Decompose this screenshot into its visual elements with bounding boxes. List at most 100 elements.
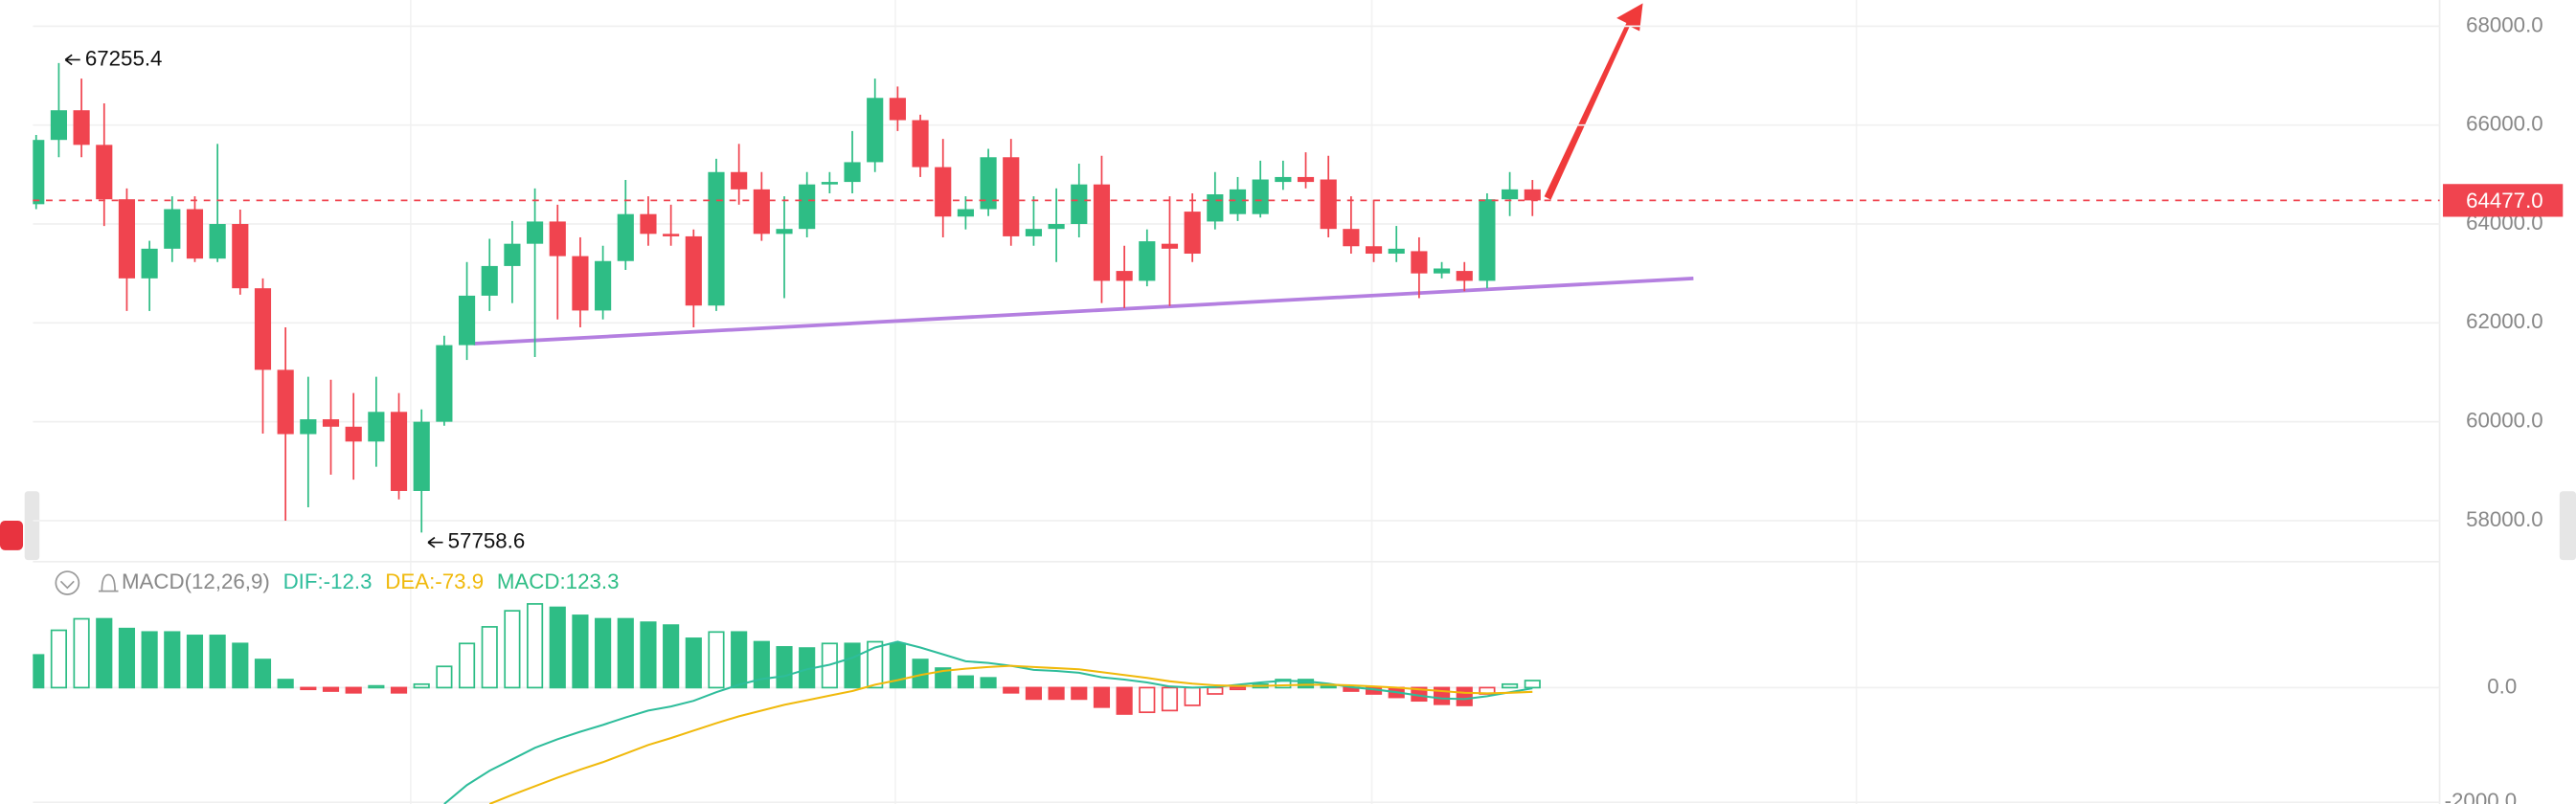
candle-body (980, 157, 997, 210)
last-price-box (2443, 184, 2564, 217)
candle-body (413, 421, 430, 491)
candle-body (300, 419, 317, 435)
side-tag[interactable] (0, 521, 24, 550)
macd-legend: MACD:123.3 (497, 570, 620, 593)
candle-body (572, 256, 589, 311)
candle-body (1502, 189, 1519, 200)
collapse-handle[interactable] (24, 491, 40, 561)
y-tick-label: -2000.0 (2445, 789, 2518, 804)
candle-body (1093, 184, 1111, 281)
macd-title: MACD(12,26,9) (122, 570, 270, 593)
macd-bar (549, 606, 566, 689)
macd-bar (663, 624, 680, 689)
macd-bar (1025, 686, 1043, 701)
macd-bar (867, 640, 884, 689)
candle-body (708, 171, 725, 306)
candle-body (33, 140, 45, 205)
macd-bar (1207, 686, 1224, 695)
candle-body (844, 162, 861, 183)
candle-body (1388, 248, 1405, 255)
macd-legend: DIF:-12.3 (283, 570, 373, 593)
candle-body (527, 221, 544, 244)
candle-body (141, 248, 158, 279)
macd-bar (640, 621, 657, 689)
macd-bar (685, 637, 702, 689)
y-tick-label: 0.0 (2487, 674, 2517, 698)
macd-bar (776, 646, 793, 689)
candle-body (436, 345, 453, 422)
candle-body (549, 221, 566, 257)
candle-body (254, 288, 272, 370)
candle-body (1252, 179, 1269, 214)
macd-bar (1524, 680, 1541, 689)
macd-bar (322, 686, 340, 692)
macd-bar (617, 617, 634, 689)
macd-bar (708, 631, 725, 689)
macd-bar (1275, 679, 1292, 689)
collapse-handle[interactable] (2559, 491, 2576, 561)
collapse-icon[interactable] (55, 570, 80, 595)
macd-bar (957, 675, 974, 689)
macd-bar (254, 659, 272, 689)
candle-body (617, 213, 634, 261)
candle-body (753, 189, 770, 234)
macd-bar (504, 610, 521, 689)
macd-bar (731, 631, 748, 689)
candle-body (731, 171, 748, 190)
candle-body (663, 234, 680, 236)
macd-bar (1297, 679, 1315, 689)
candle-body (1229, 189, 1247, 214)
macd-bar (753, 640, 770, 689)
candle-body (889, 98, 906, 121)
macd-line (488, 664, 1533, 804)
main-pane (33, 25, 2440, 533)
candle-body (935, 167, 952, 217)
macd-bar (232, 642, 249, 689)
candle-body (458, 295, 476, 346)
macd-bar (1116, 686, 1133, 715)
alert-icon[interactable] (98, 573, 119, 592)
candle-body (595, 260, 612, 311)
trend-arrow (1544, 3, 1643, 200)
candle-body (957, 209, 974, 217)
collapse-icon (59, 580, 75, 590)
macd-bar (889, 642, 906, 689)
annotation-arrow (427, 536, 443, 548)
candle-body (1433, 268, 1451, 274)
candle-body (685, 235, 702, 306)
candle-body (1297, 176, 1315, 183)
candle-body (776, 229, 793, 234)
y-tick-label: 62000.0 (2466, 309, 2543, 333)
macd-bar (1320, 684, 1337, 689)
macd-bar (458, 642, 476, 689)
macd-bar (1184, 686, 1201, 706)
macd-bar (595, 617, 612, 689)
candle-body (209, 224, 226, 259)
macd-bar (935, 667, 952, 689)
candle-body (1207, 194, 1224, 222)
candle-body (1275, 176, 1292, 183)
candle-body (368, 412, 385, 442)
candle-body (799, 184, 816, 230)
macd-bar (481, 626, 498, 689)
macd-bar (300, 686, 317, 691)
macd-bar (50, 629, 67, 689)
candle-body (640, 213, 657, 234)
macd-bar (164, 631, 181, 689)
macd-bar (1003, 686, 1020, 694)
candle-body (821, 182, 838, 185)
macd-bar (1139, 686, 1156, 714)
macd-bar (844, 642, 861, 689)
candle-body (504, 243, 521, 266)
candle-body (232, 224, 249, 289)
candle-body (1003, 157, 1020, 236)
macd-bar (33, 654, 45, 689)
y-tick-label: 68000.0 (2466, 12, 2543, 36)
candle-body (322, 419, 340, 427)
macd-bar (73, 617, 90, 689)
candle-body (1184, 212, 1201, 255)
macd-bar (527, 603, 544, 689)
y-tick-label: 58000.0 (2466, 507, 2543, 531)
candle-body (277, 369, 294, 435)
